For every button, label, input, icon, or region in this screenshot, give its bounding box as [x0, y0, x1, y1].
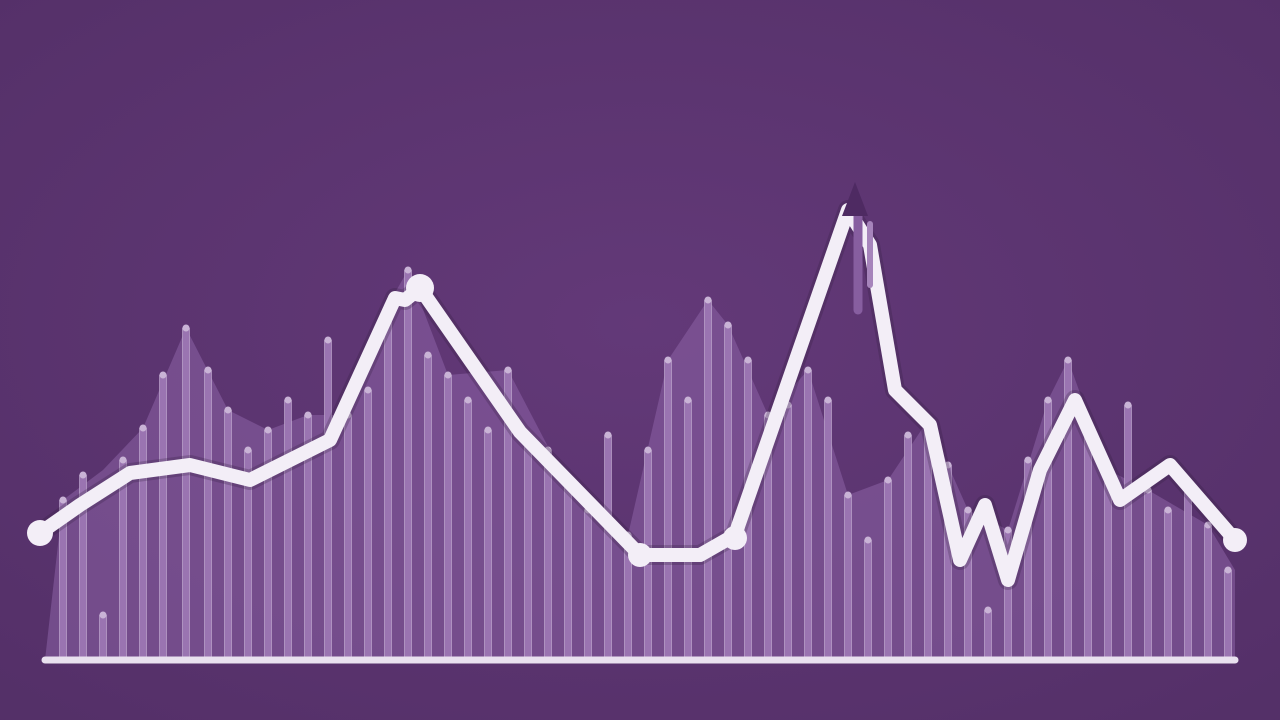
bar-cap — [445, 372, 452, 379]
bar — [985, 610, 992, 660]
bar — [345, 415, 352, 660]
bar-cap — [60, 497, 67, 504]
bar — [1205, 525, 1212, 660]
bar-cap — [1005, 527, 1012, 534]
bar — [565, 485, 572, 660]
bar-cap — [1045, 397, 1052, 404]
bar — [285, 400, 292, 660]
bar-cap — [365, 387, 372, 394]
bar-cap — [465, 397, 472, 404]
bar-cap — [225, 407, 232, 414]
bar-cap — [1165, 507, 1172, 514]
bar-cap — [745, 357, 752, 364]
bar — [685, 400, 692, 660]
bar-cap — [1225, 567, 1232, 574]
bar — [205, 370, 212, 660]
bar-cap — [505, 367, 512, 374]
trend-chart — [0, 0, 1280, 720]
bar — [885, 480, 892, 660]
bar-cap — [645, 447, 652, 454]
bar — [405, 270, 412, 660]
bar-cap — [425, 352, 432, 359]
bar — [1085, 430, 1092, 660]
bar-cap — [865, 537, 872, 544]
bar — [525, 440, 532, 660]
bar — [445, 375, 452, 660]
bar-cap — [985, 607, 992, 614]
bar — [385, 305, 392, 660]
bar-cap — [1065, 357, 1072, 364]
trend-marker — [1223, 528, 1247, 552]
bar-cap — [665, 357, 672, 364]
bar-cap — [183, 325, 190, 332]
bar — [825, 400, 832, 660]
trend-marker — [406, 274, 434, 302]
bar — [225, 410, 232, 660]
bar — [845, 495, 852, 660]
bar-cap — [1125, 402, 1132, 409]
bar — [485, 430, 492, 660]
bar-cap — [485, 427, 492, 434]
bar — [785, 405, 792, 660]
trend-marker — [628, 543, 652, 567]
bar-cap — [885, 477, 892, 484]
bar-cap — [805, 367, 812, 374]
bar — [365, 390, 372, 660]
bar — [605, 435, 612, 660]
bar-cap — [160, 372, 167, 379]
bar — [325, 340, 332, 660]
bar — [585, 510, 592, 660]
bar-cap — [705, 297, 712, 304]
bar-cap — [245, 447, 252, 454]
bar-cap — [140, 425, 147, 432]
bar-cap — [605, 432, 612, 439]
bar-cap — [965, 507, 972, 514]
bar — [725, 325, 732, 660]
bar-cap — [325, 337, 332, 344]
bar-cap — [80, 472, 87, 479]
bar-cap — [1025, 457, 1032, 464]
bar-cap — [685, 397, 692, 404]
bar-cap — [405, 267, 412, 274]
bar-cap — [265, 427, 272, 434]
bar — [1185, 490, 1192, 660]
trend-marker — [723, 526, 747, 550]
bar-cap — [305, 412, 312, 419]
bar-cap — [120, 457, 127, 464]
bar — [865, 540, 872, 660]
trend-marker — [27, 520, 53, 546]
bar — [465, 400, 472, 660]
bar — [160, 375, 167, 660]
bar-cap — [100, 612, 107, 619]
bar — [183, 328, 190, 660]
bar — [545, 450, 552, 660]
bar — [805, 370, 812, 660]
bar — [905, 435, 912, 660]
bar-cap — [725, 322, 732, 329]
bar — [1145, 490, 1152, 660]
bar-cap — [285, 397, 292, 404]
bar — [665, 360, 672, 660]
bar — [425, 355, 432, 660]
bar-cap — [905, 432, 912, 439]
bar — [1125, 405, 1132, 660]
bar-cap — [845, 492, 852, 499]
bar-cap — [825, 397, 832, 404]
bar — [1225, 570, 1232, 660]
bar — [705, 300, 712, 660]
bar — [100, 615, 107, 660]
bar-cap — [205, 367, 212, 374]
bar — [1165, 510, 1172, 660]
